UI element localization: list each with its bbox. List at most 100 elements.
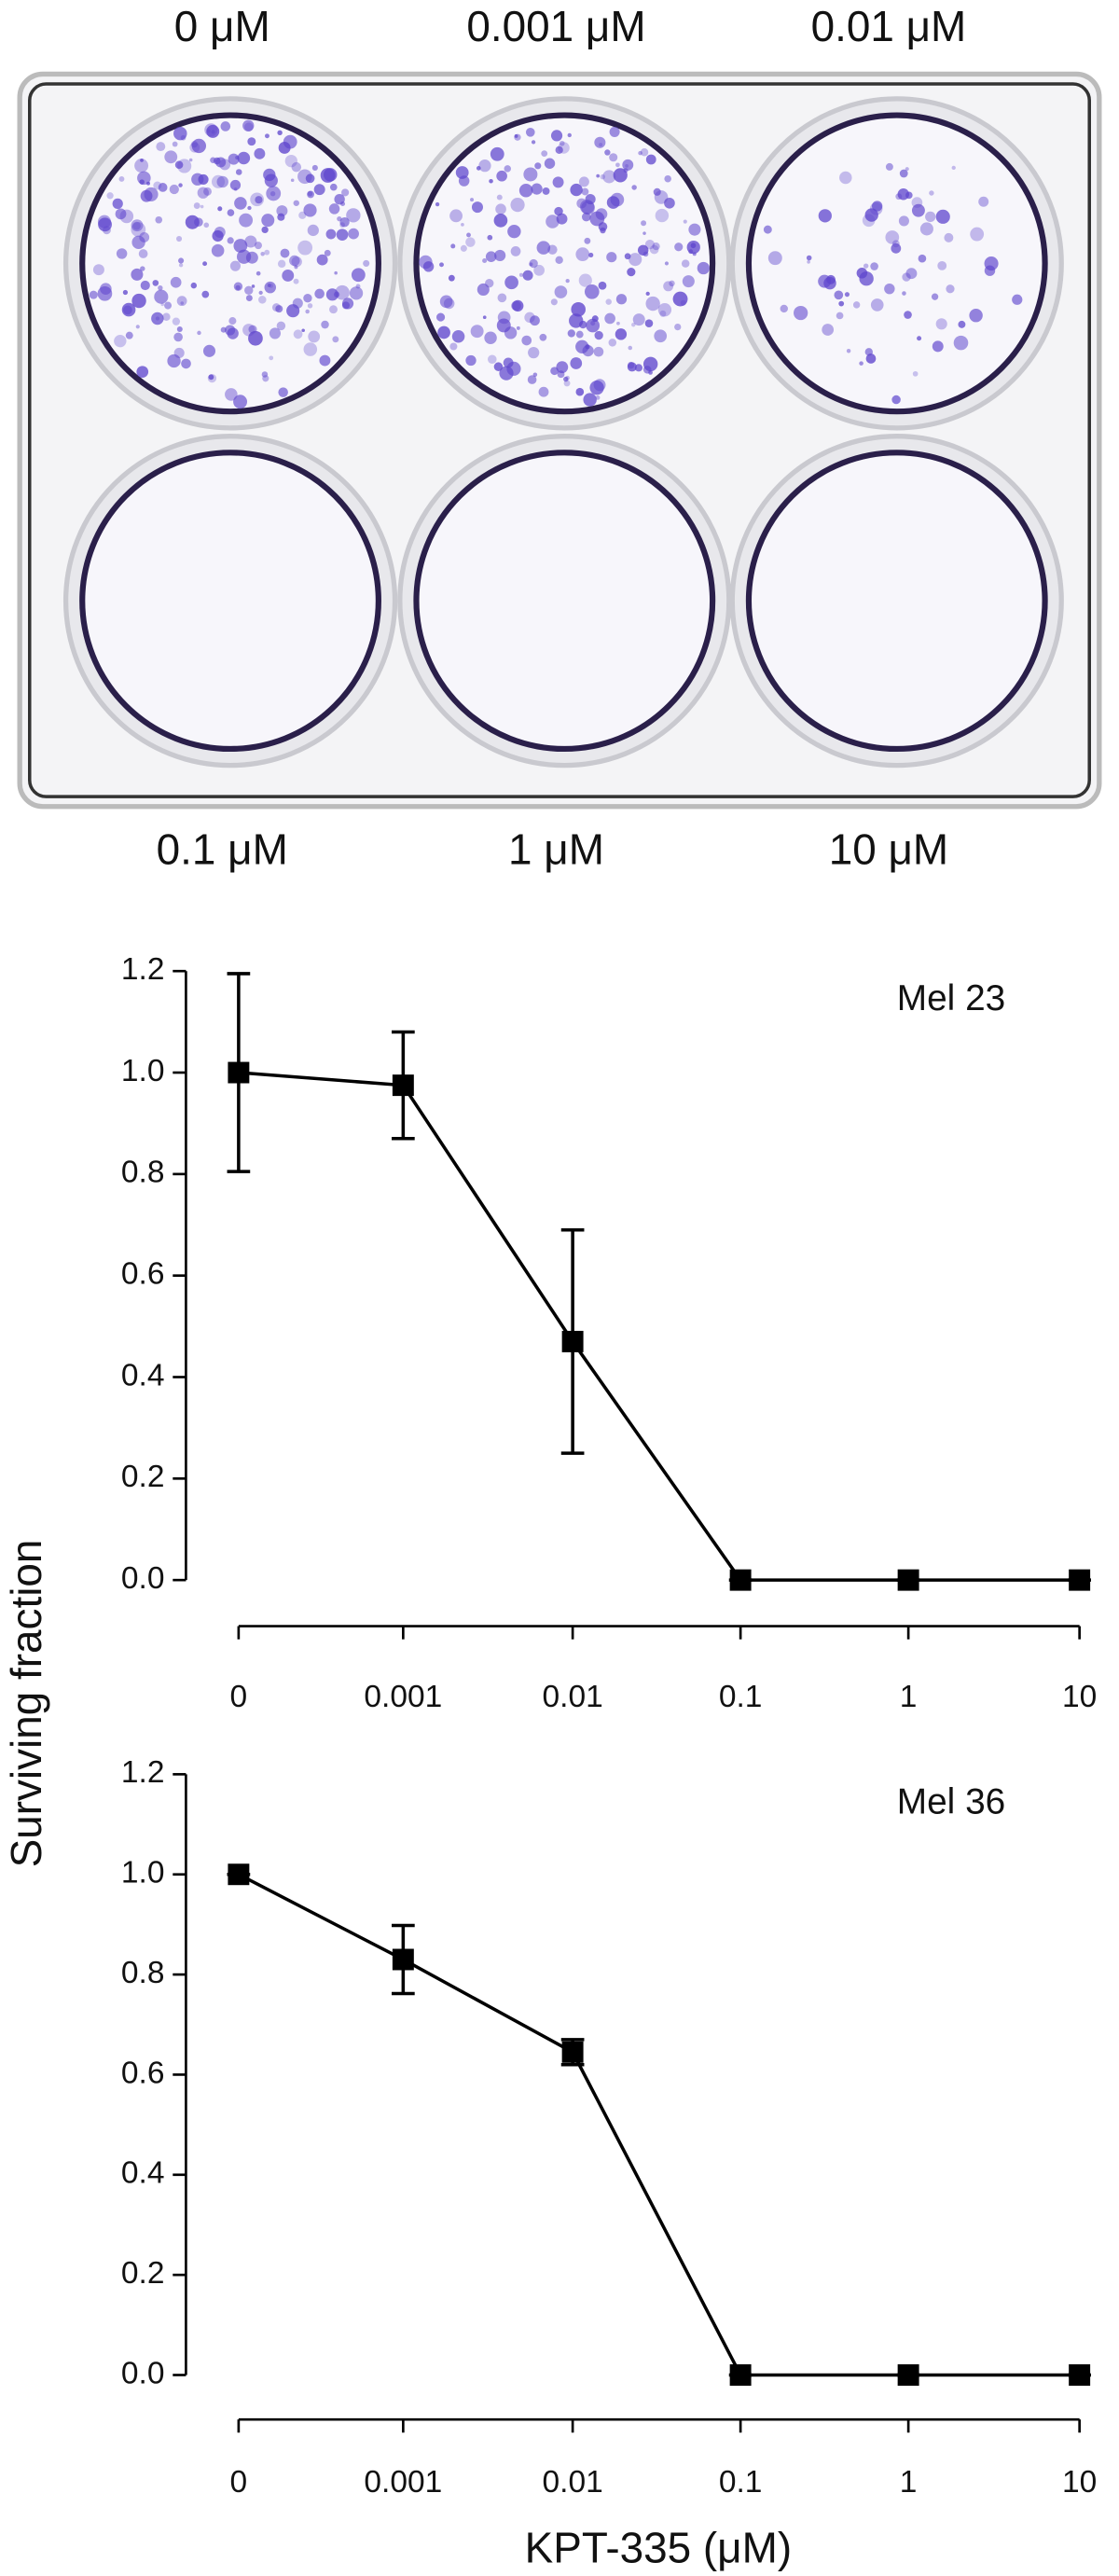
colony (487, 234, 493, 241)
colony (578, 176, 589, 187)
colony (593, 346, 604, 357)
well (745, 112, 1048, 415)
colony (544, 158, 556, 169)
colony (167, 353, 181, 368)
colony (594, 330, 603, 340)
colony (233, 395, 248, 409)
colony (488, 354, 497, 365)
colony (680, 299, 686, 306)
colony (637, 244, 649, 256)
colony (478, 159, 491, 173)
colony (275, 305, 283, 313)
colony (263, 168, 276, 182)
well-plate (17, 71, 1102, 810)
colony (681, 259, 690, 268)
colony (220, 121, 231, 132)
y-tick-label: 0.8 (121, 1956, 165, 1990)
colony (870, 298, 884, 312)
colony (112, 198, 123, 210)
colony (164, 150, 178, 164)
concentration-label: 10 μM (829, 824, 948, 873)
colony (648, 370, 653, 375)
colony (131, 268, 144, 281)
colony (609, 126, 620, 137)
colony (334, 270, 338, 275)
colony (153, 181, 162, 190)
colony (925, 211, 936, 223)
colony (439, 262, 444, 268)
colony (227, 209, 235, 216)
colony (178, 257, 185, 264)
colony (859, 361, 863, 366)
colony (582, 345, 594, 357)
colony (235, 169, 242, 175)
colony (595, 395, 601, 400)
colony (234, 197, 247, 210)
colony (512, 299, 524, 312)
colony (516, 325, 520, 330)
colony (550, 130, 563, 142)
colony (118, 175, 125, 182)
colony (631, 322, 636, 327)
colony (649, 244, 659, 255)
colony (216, 175, 228, 188)
colony (642, 356, 658, 372)
colony (632, 313, 645, 326)
colony (497, 293, 507, 303)
colony (555, 256, 563, 265)
y-tick-label: 0.6 (121, 2056, 165, 2090)
colony (674, 323, 682, 331)
colony (251, 284, 256, 288)
colony (536, 241, 551, 255)
y-axis-label: Surviving fraction (2, 1540, 50, 1868)
colony (929, 190, 934, 196)
colony (485, 279, 494, 288)
colony (439, 295, 453, 309)
colony (697, 261, 711, 275)
colony (307, 303, 313, 309)
concentration-label: 0.01 μM (811, 2, 967, 50)
colony (172, 317, 181, 325)
colony (237, 151, 251, 165)
colony (891, 242, 902, 254)
colony (563, 376, 569, 382)
colony (654, 329, 668, 343)
colony (114, 334, 127, 348)
colony (92, 264, 104, 276)
colony (885, 162, 893, 171)
colony (208, 374, 214, 381)
colony (865, 353, 877, 364)
colony (197, 330, 201, 336)
colony (160, 302, 165, 307)
colony (836, 312, 844, 320)
colony (476, 165, 481, 171)
colony (244, 235, 257, 248)
colony (292, 298, 303, 309)
colony (419, 255, 433, 270)
colony (313, 184, 325, 196)
series-line (238, 1873, 1080, 2377)
colony (178, 263, 184, 268)
colony (210, 157, 216, 163)
x-tick-label: 0.001 (364, 2465, 442, 2500)
colony (859, 271, 874, 286)
colony (89, 290, 98, 299)
colony (280, 248, 290, 258)
colony (119, 209, 134, 224)
colony (311, 164, 318, 172)
colony (470, 198, 475, 202)
colony (256, 270, 261, 276)
colony (264, 281, 276, 294)
x-axis-label: KPT-335 (μM) (525, 2523, 792, 2571)
colony (174, 160, 184, 170)
colony (583, 393, 597, 407)
colony (905, 268, 918, 280)
colony (604, 312, 615, 325)
colony (522, 270, 533, 281)
colony (436, 312, 446, 322)
x-tick-label: 10 (1062, 1680, 1097, 1714)
data-point (392, 1948, 414, 1971)
series-line (238, 1071, 1080, 1582)
x-tick-label: 0.01 (543, 1680, 603, 1714)
colony (201, 290, 210, 298)
